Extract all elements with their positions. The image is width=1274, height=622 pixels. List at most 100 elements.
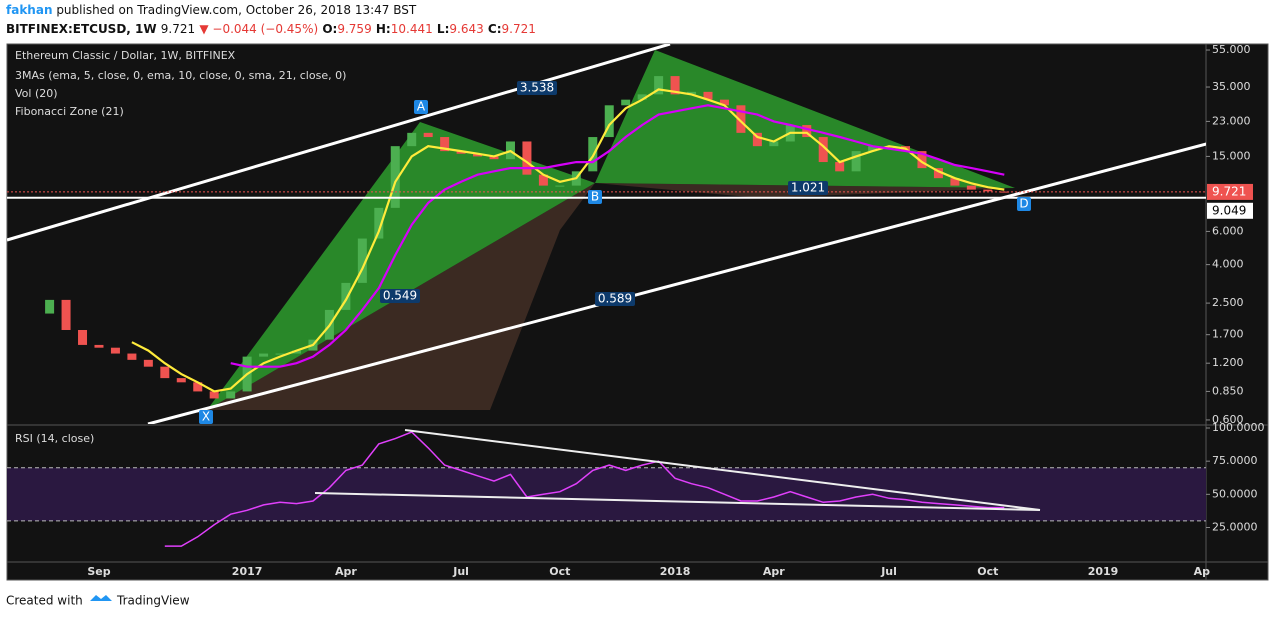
annotation-box (414, 100, 428, 114)
h-value: 10.441 (391, 22, 433, 36)
candle-body (538, 174, 548, 186)
x-tick-label: Sep (87, 565, 110, 578)
footer-created: Created with (6, 594, 83, 608)
candle-body (769, 141, 779, 147)
y-tick-label: 1.700 (1212, 328, 1244, 341)
candle-body (933, 168, 943, 179)
candle-body (802, 125, 812, 138)
candle-body (736, 105, 746, 133)
header-line: fakhan published on TradingView.com, Oct… (6, 3, 417, 17)
candle-body (275, 353, 285, 355)
candle-body (226, 391, 236, 399)
published: published on TradingView.com, October 26… (56, 3, 417, 17)
y-tick-label: 1.200 (1212, 356, 1244, 369)
annotation-box (380, 289, 420, 303)
candle-body (966, 185, 976, 190)
candle-body (752, 132, 762, 147)
candle-body (703, 91, 713, 100)
pattern-xab (207, 122, 595, 410)
candle-body (719, 99, 729, 106)
candle-body (868, 146, 878, 152)
y-tick-label: 75.0000 (1212, 454, 1258, 467)
o-label: O: (322, 22, 337, 36)
trend-line (7, 44, 671, 242)
annotation-box (199, 410, 213, 424)
candle-body (78, 329, 88, 345)
o-value: 9.759 (337, 22, 371, 36)
candle-body (851, 151, 861, 172)
x-tick-label: Ap (1194, 565, 1211, 578)
rsi-band (7, 467, 1206, 521)
annotation-box (1017, 197, 1031, 211)
x-tick-label: Jul (880, 565, 897, 578)
ref-price-label: 9.049 (1212, 203, 1246, 217)
candle-body (621, 99, 631, 106)
y-tick-label: 35.000 (1212, 80, 1251, 93)
candle-body (440, 137, 450, 152)
rsi-trend-line (404, 429, 1041, 511)
candle-body (835, 162, 845, 172)
x-tick-label: 2019 (1088, 565, 1119, 578)
y-tick-label: 25.0000 (1212, 521, 1258, 534)
x-tick-label: Apr (335, 565, 357, 578)
annotation: 0.549 (383, 289, 417, 303)
h-label: H: (376, 22, 391, 36)
trend-line (147, 142, 1206, 424)
candle-body (654, 76, 664, 95)
candle-body (604, 105, 614, 138)
y-tick-label: 4.000 (1212, 258, 1244, 271)
candle-body (61, 299, 71, 330)
candle-body (193, 382, 203, 392)
y-tick-label: 50.0000 (1212, 487, 1258, 500)
candle-body (259, 353, 269, 357)
candle-body (209, 391, 219, 399)
annotation: 3.538 (520, 81, 554, 95)
footer-brand: TradingView (116, 594, 190, 608)
last: 9.721 (161, 22, 195, 36)
brand-logo (90, 595, 112, 601)
y-tick-label: 0.600 (1212, 413, 1244, 426)
rsi-trend-line (314, 492, 1041, 511)
candle-body (94, 344, 104, 348)
candle-body (670, 76, 680, 95)
candle-body (687, 91, 697, 95)
last-price-label: 9.721 (1212, 184, 1246, 198)
candle-body (950, 178, 960, 186)
candle-body (917, 151, 927, 169)
chart-title: Ethereum Classic / Dollar, 1W, BITFINEX (15, 49, 236, 62)
symbol: BITFINEX:ETCUSD, 1W (6, 22, 157, 36)
moving-average (230, 104, 1005, 368)
c-label: C: (488, 22, 502, 36)
candle-body (522, 141, 532, 175)
candle-body (143, 359, 153, 367)
candle-body (292, 350, 301, 354)
y-tick-label: 0.850 (1212, 384, 1244, 397)
symbol-line: BITFINEX:ETCUSD, 1W 9.721 ▼ −0.044 (−0.4… (6, 22, 536, 36)
rsi-line (164, 431, 1005, 547)
moving-average (131, 88, 1005, 393)
annotation: X (202, 410, 210, 424)
annotation-box (595, 292, 635, 306)
annotation: A (417, 100, 426, 114)
annotation-box (588, 190, 602, 204)
x-tick-label: 2018 (660, 565, 691, 578)
y-tick-label: 6.000 (1212, 224, 1244, 237)
l-value: 9.643 (449, 22, 483, 36)
candle-body (110, 347, 120, 354)
x-tick-label: 2017 (232, 565, 263, 578)
rsi-pane (7, 429, 1206, 547)
indicator: Vol (20) (15, 87, 58, 100)
candle-body (818, 137, 828, 163)
c-value: 9.721 (502, 22, 536, 36)
candle-body (160, 366, 170, 379)
candle-body (374, 207, 384, 239)
change: ▼ −0.044 (−0.45%) (199, 22, 318, 36)
candle-body (473, 153, 483, 157)
y-tick-label: 100.0000 (1212, 421, 1265, 434)
indicator: Fibonacci Zone (21) (15, 105, 124, 118)
y-tick-label: 55.000 (1212, 43, 1251, 56)
x-tick-label: Oct (549, 565, 570, 578)
price-pane (7, 44, 1206, 424)
annotation-box (517, 81, 557, 95)
